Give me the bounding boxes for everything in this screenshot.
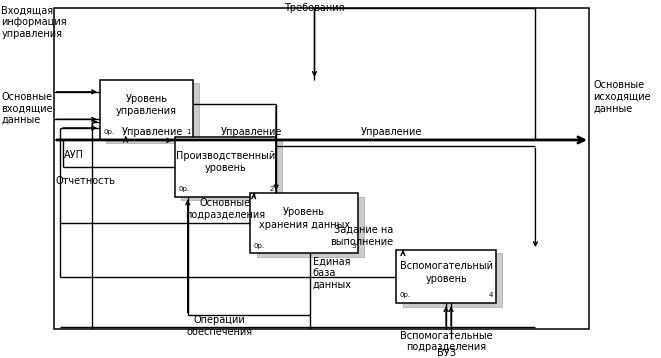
- Text: 0р.: 0р.: [178, 186, 189, 192]
- Text: 0р.: 0р.: [103, 129, 114, 135]
- Text: 1: 1: [186, 129, 190, 135]
- Text: Вспомогательные
подразделения: Вспомогательные подразделения: [400, 331, 492, 352]
- Text: Задание на
выполнение: Задание на выполнение: [330, 225, 393, 247]
- Text: АУП: АУП: [63, 150, 83, 160]
- Text: Управление: Управление: [361, 126, 422, 136]
- Text: 0р.: 0р.: [254, 243, 265, 248]
- Text: Входящая
информация
управления: Входящая информация управления: [1, 6, 67, 39]
- Bar: [257, 197, 364, 257]
- Text: Операции
обеспечения: Операции обеспечения: [186, 315, 252, 337]
- Text: 4: 4: [488, 292, 493, 299]
- Bar: [403, 253, 502, 307]
- Text: ВУЗ: ВУЗ: [437, 348, 455, 358]
- Text: Уровень
хранения данных: Уровень хранения данных: [258, 207, 350, 230]
- Bar: [106, 83, 199, 144]
- Text: Вспомогательный
уровень: Вспомогательный уровень: [400, 261, 492, 284]
- Bar: [397, 250, 496, 303]
- Text: 0р.: 0р.: [400, 292, 410, 299]
- Bar: [251, 193, 358, 253]
- Text: Уровень
управления: Уровень управления: [116, 94, 177, 116]
- Text: Производственный
уровень: Производственный уровень: [176, 151, 275, 173]
- Text: Основные
исходящие
данные: Основные исходящие данные: [593, 81, 650, 113]
- Bar: [100, 80, 193, 140]
- Text: Управление: Управление: [220, 126, 282, 136]
- Bar: [175, 136, 276, 197]
- Text: Единая
база
данных: Единая база данных: [313, 257, 352, 290]
- Text: Управление: Управление: [122, 126, 184, 136]
- Bar: [181, 140, 282, 200]
- Bar: [54, 8, 588, 329]
- Text: Основные
подразделения: Основные подразделения: [186, 198, 266, 220]
- Text: Основные
входящие
данные: Основные входящие данные: [1, 92, 53, 125]
- Text: Отчетность: Отчетность: [55, 176, 115, 186]
- Text: Требования: Требования: [284, 4, 345, 14]
- Text: 3: 3: [351, 243, 356, 248]
- Text: 2: 2: [269, 186, 274, 192]
